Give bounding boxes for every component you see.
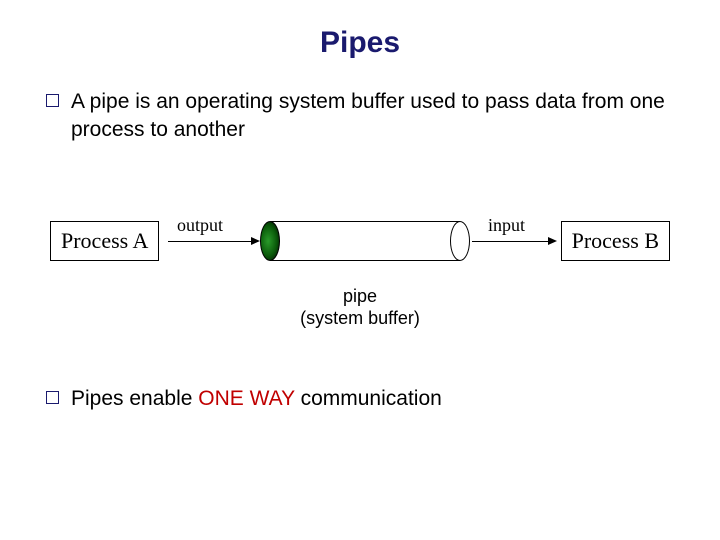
bullet2-suffix: communication	[295, 387, 442, 410]
process-b-box: Process B	[561, 221, 670, 261]
pipe-end-left	[260, 221, 280, 261]
pipe-diagram: Process A output input Process B pipe (s…	[40, 185, 680, 345]
page-title: Pipes	[40, 26, 680, 60]
bullet-marker-icon	[46, 391, 59, 404]
output-label: output	[177, 215, 223, 236]
pipe-caption-line2: (system buffer)	[300, 308, 420, 328]
bullet2-prefix: Pipes enable	[71, 387, 198, 410]
process-a-box: Process A	[50, 221, 159, 261]
pipe-cylinder	[260, 221, 470, 261]
bullet-marker-icon	[46, 94, 59, 107]
bullet-item-1: A pipe is an operating system buffer use…	[40, 88, 680, 145]
bullet-text: Pipes enable ONE WAY communication	[71, 385, 442, 413]
pipe-caption: pipe (system buffer)	[40, 285, 680, 330]
arrowhead-into-pipe-icon	[251, 237, 260, 245]
bullet2-accent: ONE WAY	[198, 387, 294, 410]
input-label: input	[488, 215, 525, 236]
bullet-item-2: Pipes enable ONE WAY communication	[40, 385, 680, 413]
pipe-end-right	[450, 221, 470, 261]
connector-input	[472, 241, 552, 242]
connector-output	[168, 241, 258, 242]
pipe-body	[270, 221, 460, 261]
arrowhead-into-b-icon	[548, 237, 557, 245]
bullet-text: A pipe is an operating system buffer use…	[71, 88, 680, 145]
pipe-caption-line1: pipe	[343, 286, 377, 306]
slide: Pipes A pipe is an operating system buff…	[0, 0, 720, 540]
